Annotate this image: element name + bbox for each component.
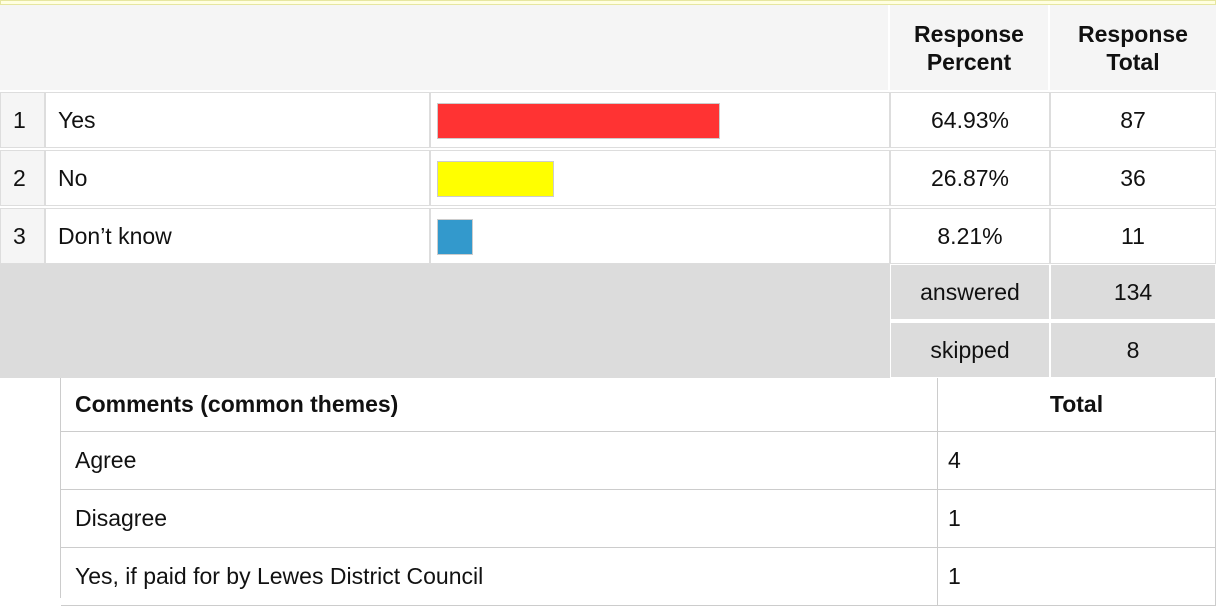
percent-heading: Response Percent bbox=[890, 5, 1050, 90]
row-total: 36 bbox=[1050, 150, 1216, 206]
bar bbox=[437, 219, 473, 255]
comment-theme: Agree bbox=[61, 432, 938, 490]
bar bbox=[437, 103, 721, 139]
bar-cell bbox=[430, 208, 890, 264]
row-index: 1 bbox=[0, 92, 45, 148]
comment-total: 1 bbox=[938, 548, 1216, 606]
comments-left-border bbox=[60, 378, 61, 598]
top-strip bbox=[0, 0, 1216, 5]
summary-label: answered bbox=[890, 264, 1050, 320]
summary-blank bbox=[0, 264, 890, 378]
row-percent: 8.21% bbox=[890, 208, 1050, 264]
comment-total: 1 bbox=[938, 490, 1216, 548]
comment-total: 4 bbox=[938, 432, 1216, 490]
row-label: No bbox=[45, 150, 430, 206]
row-total: 11 bbox=[1050, 208, 1216, 264]
comment-theme: Disagree bbox=[61, 490, 938, 548]
comment-theme: Yes, if paid for by Lewes District Counc… bbox=[61, 548, 938, 606]
summary-value: 8 bbox=[1050, 322, 1216, 378]
row-index: 2 bbox=[0, 150, 45, 206]
comments-heading: Comments (common themes) bbox=[61, 378, 938, 432]
row-percent: 64.93% bbox=[890, 92, 1050, 148]
bar bbox=[437, 161, 555, 197]
comments-total-heading: Total bbox=[938, 378, 1216, 432]
row-index: 3 bbox=[0, 208, 45, 264]
summary-value: 134 bbox=[1050, 264, 1216, 320]
summary-label: skipped bbox=[890, 322, 1050, 378]
row-total: 87 bbox=[1050, 92, 1216, 148]
row-label: Yes bbox=[45, 92, 430, 148]
total-heading: Response Total bbox=[1050, 5, 1216, 90]
row-label: Don’t know bbox=[45, 208, 430, 264]
row-percent: 26.87% bbox=[890, 150, 1050, 206]
header-blank bbox=[0, 5, 890, 90]
